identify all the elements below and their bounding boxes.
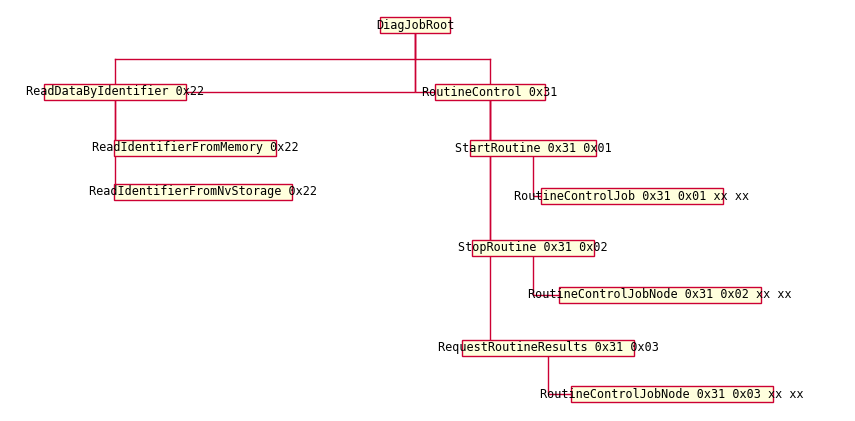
Text: RequestRoutineResults 0x31 0x03: RequestRoutineResults 0x31 0x03: [438, 341, 658, 354]
Text: DiagJobRoot: DiagJobRoot: [376, 19, 454, 32]
FancyBboxPatch shape: [44, 84, 186, 100]
FancyBboxPatch shape: [434, 84, 545, 100]
Text: ReadDataByIdentifier 0x22: ReadDataByIdentifier 0x22: [26, 85, 204, 99]
Text: StopRoutine 0x31 0x02: StopRoutine 0x31 0x02: [458, 242, 608, 255]
Text: RoutineControl 0x31: RoutineControl 0x31: [422, 85, 557, 99]
FancyBboxPatch shape: [114, 140, 276, 156]
FancyBboxPatch shape: [570, 386, 774, 402]
FancyBboxPatch shape: [541, 188, 723, 204]
Text: RoutineControlJobNode 0x31 0x02 xx xx: RoutineControlJobNode 0x31 0x02 xx xx: [528, 288, 792, 301]
FancyBboxPatch shape: [473, 240, 593, 256]
Text: ReadIdentifierFromNvStorage 0x22: ReadIdentifierFromNvStorage 0x22: [89, 186, 317, 198]
FancyBboxPatch shape: [558, 287, 761, 303]
FancyBboxPatch shape: [462, 340, 634, 356]
FancyBboxPatch shape: [115, 184, 292, 200]
Text: ReadIdentifierFromMemory 0x22: ReadIdentifierFromMemory 0x22: [91, 141, 298, 155]
FancyBboxPatch shape: [470, 140, 596, 156]
Text: RoutineControlJobNode 0x31 0x03 xx xx: RoutineControlJobNode 0x31 0x03 xx xx: [540, 387, 804, 400]
FancyBboxPatch shape: [380, 17, 450, 33]
Text: RoutineControlJob 0x31 0x01 xx xx: RoutineControlJob 0x31 0x01 xx xx: [515, 189, 750, 203]
Text: StartRoutine 0x31 0x01: StartRoutine 0x31 0x01: [455, 141, 611, 155]
